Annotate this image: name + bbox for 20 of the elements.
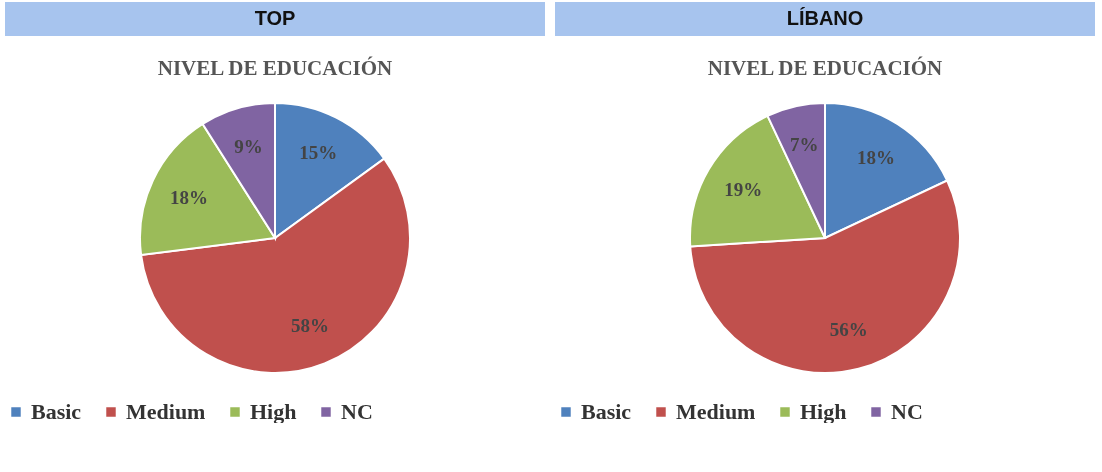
legend-label: NC xyxy=(891,399,923,424)
data-label: 18% xyxy=(856,146,895,168)
legend-label: High xyxy=(800,399,847,424)
data-label: 56% xyxy=(829,319,868,341)
data-label: 58% xyxy=(290,315,329,337)
legend-label: Medium xyxy=(676,399,756,424)
chart-title: LÍBANO xyxy=(786,7,864,29)
data-label: 7% xyxy=(790,134,819,156)
chart-title: TOP xyxy=(254,7,296,29)
chart-subtitle: NIVEL DE EDUCACIÓN xyxy=(157,56,393,80)
data-label: 9% xyxy=(234,135,263,157)
legend-label: NC xyxy=(341,399,373,424)
legend-label: Basic xyxy=(31,399,82,424)
data-label: 15% xyxy=(299,142,338,164)
legend-label: Basic xyxy=(581,399,632,424)
data-label: 19% xyxy=(724,178,763,200)
legend-label: Medium xyxy=(126,399,206,424)
data-label: 18% xyxy=(170,186,209,208)
chart-subtitle: NIVEL DE EDUCACIÓN xyxy=(707,56,943,80)
legend-label: High xyxy=(250,399,297,424)
